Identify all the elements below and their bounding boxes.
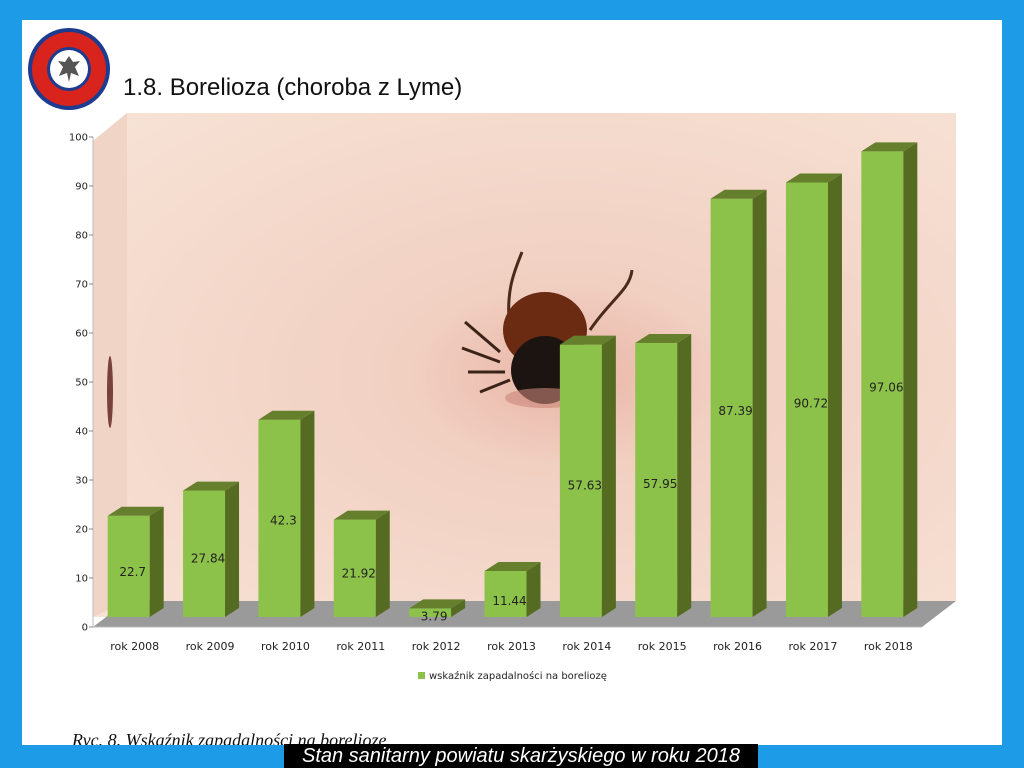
x-tick-label: rok 2009	[186, 640, 235, 653]
data-label: 11.44	[492, 594, 526, 608]
bar-side	[677, 334, 692, 617]
y-tick-label: 20	[75, 525, 88, 536]
y-tick-label: 10	[75, 574, 88, 585]
bar-top	[484, 561, 541, 571]
bar-side	[526, 561, 541, 617]
data-label: 21.92	[342, 567, 376, 581]
data-label: 3.79	[421, 609, 448, 623]
bar	[635, 343, 678, 617]
bar-side	[827, 173, 842, 618]
x-tick-label: rok 2010	[261, 640, 310, 653]
x-tick-label: rok 2013	[487, 640, 536, 653]
y-tick-label: 60	[75, 329, 88, 340]
bar-top	[710, 189, 767, 199]
x-tick-label: rok 2018	[864, 640, 913, 653]
data-label: 42.3	[270, 514, 297, 528]
bar	[559, 344, 602, 617]
y-tick-label: 90	[75, 182, 88, 193]
bar-side	[752, 189, 767, 617]
data-label: 27.84	[191, 552, 225, 566]
bar-side	[225, 481, 240, 617]
slide-title: 1.8. Borelioza (choroba z Lyme)	[123, 74, 463, 101]
x-tick-label: rok 2011	[336, 640, 385, 653]
bar-top	[409, 599, 466, 609]
footer-text: Stan sanitarny powiatu skarżyskiego w ro…	[284, 744, 758, 768]
x-tick-label: rok 2008	[110, 640, 159, 653]
x-tick-label: rok 2016	[713, 640, 762, 653]
data-label: 57.63	[568, 479, 602, 493]
bar	[785, 182, 828, 618]
data-label: 57.95	[643, 477, 677, 491]
data-label: 97.06	[869, 380, 903, 394]
data-label: 90.72	[794, 396, 828, 410]
bar	[861, 151, 904, 617]
bar-top	[333, 510, 390, 520]
data-label: 87.39	[718, 404, 752, 418]
legend-swatch	[418, 672, 425, 679]
bar-top	[635, 334, 692, 344]
y-tick-label: 0	[82, 623, 88, 634]
bar	[409, 608, 452, 617]
bar-side	[451, 599, 466, 617]
bar-top	[183, 481, 240, 491]
bar-side	[300, 410, 315, 617]
y-tick-label: 50	[75, 378, 88, 389]
x-tick-label: rok 2014	[562, 640, 611, 653]
bar	[484, 570, 527, 617]
bar-top	[559, 335, 616, 345]
bar	[258, 419, 301, 617]
bar	[107, 515, 150, 617]
bar	[183, 490, 226, 617]
bar-top	[258, 410, 315, 420]
bar-side	[375, 510, 390, 617]
sanitary-inspection-logo-icon	[28, 28, 110, 110]
y-tick-label: 70	[75, 280, 88, 291]
data-label: 22.7	[119, 565, 146, 579]
x-tick-label: rok 2015	[638, 640, 687, 653]
incidence-bar-chart: 0 10 20 30 40 50 60 70 80 90 100 rok 2008 rok 2009 ro…	[69, 113, 956, 682]
legend-label: wskaźnik zapadalności na boreliozę	[429, 670, 607, 682]
bar-top	[861, 142, 918, 152]
y-tick-label: 40	[75, 427, 88, 438]
bar	[333, 519, 376, 617]
y-tick-label: 30	[75, 476, 88, 487]
bar	[710, 198, 753, 617]
skin-scar	[107, 356, 113, 428]
y-tick-label: 80	[75, 231, 88, 242]
bar-top	[107, 506, 164, 516]
bar-side	[903, 142, 918, 617]
bar-side	[601, 335, 616, 617]
bar-side	[149, 506, 164, 617]
bar-top	[785, 173, 842, 183]
y-tick-label: 100	[69, 133, 88, 144]
x-tick-label: rok 2012	[412, 640, 461, 653]
x-tick-label: rok 2017	[789, 640, 838, 653]
